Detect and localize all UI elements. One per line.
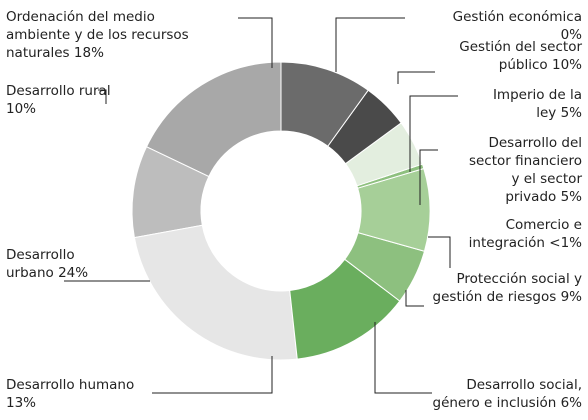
leader-line — [419, 149, 438, 205]
leader-line — [152, 356, 273, 394]
slice — [357, 167, 431, 252]
slice — [327, 89, 402, 165]
category-name: Desarrollo del sector financiero y el se… — [468, 135, 582, 205]
leader-line — [335, 17, 405, 72]
category-name: Comercio e integración — [468, 217, 582, 251]
value-label: 18% — [73, 45, 104, 61]
leader-lines — [64, 17, 458, 394]
leader-line — [98, 89, 107, 104]
category-name: Desarrollo social, género e inclusión — [432, 377, 583, 411]
leader-line — [238, 17, 273, 68]
slice — [344, 122, 424, 187]
category-name: Ordenación del medio ambiente y de los r… — [6, 9, 189, 61]
value-label: 0% — [560, 27, 582, 43]
value-label: 9% — [560, 289, 582, 305]
slice-label: Comercio e integración <1% — [442, 216, 582, 252]
slice-label: Desarrollo urbano 24% — [6, 246, 96, 282]
slice — [280, 61, 369, 147]
slice — [133, 224, 298, 361]
leader-line — [409, 95, 458, 172]
value-label: 5% — [560, 189, 582, 205]
category-name: Gestión económica — [452, 9, 582, 25]
category-name: Desarrollo rural — [6, 83, 111, 99]
category-name: Imperio de la ley — [492, 87, 582, 121]
slice-label: Gestión del sector público 10% — [446, 38, 582, 74]
category-name: Gestión del sector público — [459, 39, 582, 73]
category-name: Desarrollo urbano — [6, 247, 75, 281]
value-label: 5% — [560, 105, 582, 121]
category-name: Protección social y gestión de riesgos — [432, 271, 582, 305]
slice-label: Desarrollo humano 13% — [6, 376, 146, 412]
value-label: 13% — [6, 395, 37, 411]
value-label: 10% — [551, 57, 582, 73]
slice-label: Desarrollo del sector financiero y el se… — [460, 134, 582, 206]
value-label: 10% — [6, 101, 37, 117]
value-label: <1% — [549, 235, 582, 251]
value-label: 24% — [58, 265, 89, 281]
slice — [344, 231, 426, 302]
slice-label: Desarrollo rural 10% — [6, 82, 121, 118]
value-label: 6% — [560, 395, 582, 411]
slice — [131, 146, 210, 239]
leader-line — [428, 236, 451, 268]
leader-line — [374, 322, 432, 394]
leader-line — [397, 71, 435, 84]
slice-label: Desarrollo social, género e inclusión 6% — [422, 376, 583, 412]
category-name: Desarrollo humano — [6, 377, 135, 393]
leader-line — [405, 290, 424, 307]
slice-label: Imperio de la ley 5% — [482, 86, 582, 122]
slice-label: Protección social y gestión de riesgos 9… — [412, 270, 582, 306]
slice-label: Ordenación del medio ambiente y de los r… — [6, 8, 211, 62]
slice-label: Gestión económica 0% — [442, 8, 582, 44]
